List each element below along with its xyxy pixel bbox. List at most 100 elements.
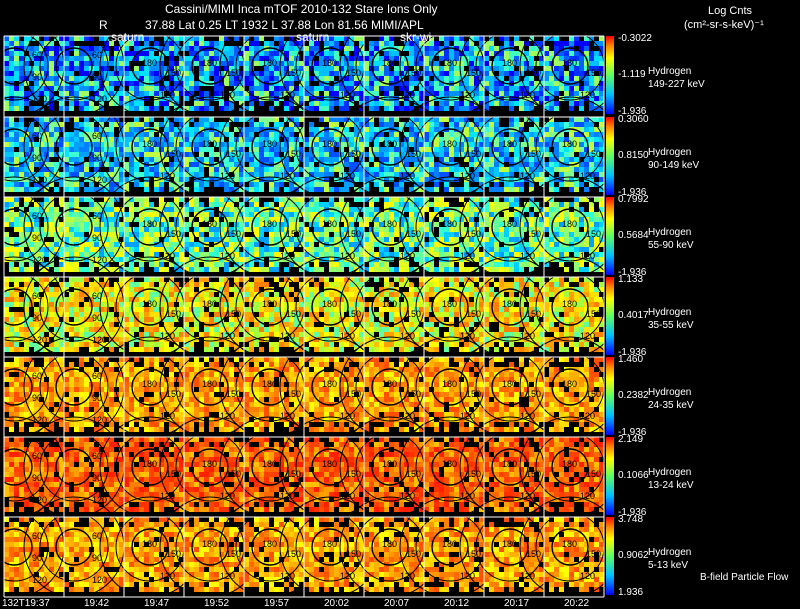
contour-arc	[491, 288, 529, 326]
contour-arc	[491, 208, 529, 246]
contour-label: 120	[220, 251, 235, 261]
energy-range-label: 90-149 keV	[648, 160, 700, 171]
contour-label: 150	[286, 309, 301, 319]
contour-label: 60	[92, 131, 102, 141]
contour-label: 90	[32, 313, 42, 323]
contour-arc	[371, 47, 409, 85]
contour-arc	[131, 368, 169, 406]
contour-label: 120	[340, 251, 355, 261]
colorbar-max: 1.133	[618, 274, 644, 285]
image-cell-r5-c6: 180 150 120	[339, 416, 441, 518]
contour-label: 180	[322, 58, 337, 68]
contour-label: 180	[382, 539, 397, 549]
contour-label: 90	[92, 473, 102, 483]
species-label: Hydrogen	[648, 307, 692, 318]
contour-label: 180	[322, 139, 337, 149]
image-cell-r4-c4: 180 150 120	[219, 336, 321, 438]
contour-label: 120	[580, 171, 595, 181]
contour-label: 180	[502, 379, 517, 389]
contour-arc	[0, 128, 33, 166]
contour-label: 150	[466, 229, 481, 239]
colorbar-min: -1.936	[618, 507, 647, 518]
contour-label: 150	[346, 389, 361, 399]
image-cell-r1-c9: 180 150 120	[519, 96, 621, 198]
contour-arc	[55, 208, 93, 246]
contour-arc	[551, 368, 589, 406]
overlay-label-skr: skr-wi	[400, 30, 432, 44]
contour-label: 120	[400, 251, 415, 261]
contour-label: 60	[92, 291, 102, 301]
contour-label: 180	[502, 219, 517, 229]
contour-label: 120	[160, 251, 175, 261]
contour-label: 120	[400, 411, 415, 421]
image-cell-r6-c9: 180 150 120	[519, 496, 621, 598]
contour-label: 120	[280, 331, 295, 341]
colorbar	[606, 437, 614, 515]
contour-label: 60	[92, 451, 102, 461]
contour-label: 60	[32, 50, 42, 60]
contour-label: 150	[586, 389, 601, 399]
image-cell-r5-c4: 180 150 120	[219, 416, 321, 518]
contour-label: 150	[286, 149, 301, 159]
contour-label: 180	[442, 58, 457, 68]
contour-label: 60	[32, 371, 42, 381]
time-tick-label: 20:02	[324, 598, 350, 609]
contour-label: 150	[166, 229, 181, 239]
contour-arc	[131, 448, 169, 486]
contour-label: 180	[262, 459, 277, 469]
colorbar-mid: 0.1066	[618, 470, 649, 481]
plot-title: Cassini/MIMI Inca mTOF 2010-132 Stare Io…	[165, 2, 438, 16]
contour-label: 150	[586, 309, 601, 319]
image-cell-r5-c2: 180 150 120	[99, 416, 201, 518]
contour-label: 180	[562, 539, 577, 549]
contour-arc	[39, 432, 109, 502]
image-cell-r0-c8: 180 150 120	[459, 15, 561, 117]
contour-label: 150	[586, 549, 601, 559]
contour-arc	[371, 368, 409, 406]
contour-label: 60	[92, 211, 102, 221]
contour-arc	[0, 528, 33, 566]
contour-label: 120	[32, 575, 47, 585]
contour-label: 120	[520, 491, 535, 501]
contour-arc	[251, 47, 289, 85]
contour-label: 90	[92, 393, 102, 403]
time-tick-label: 20:17	[504, 598, 530, 609]
contour-label: 180	[322, 459, 337, 469]
contour-label: 120	[160, 571, 175, 581]
contour-label: 120	[280, 90, 295, 100]
contour-label: 180	[562, 58, 577, 68]
contour-label: 120	[520, 251, 535, 261]
overlay-label-saturn-a: saturn	[111, 30, 145, 44]
contour-label: 90	[92, 553, 102, 563]
contour-label: 120	[400, 571, 415, 581]
contour-label: 150	[346, 549, 361, 559]
contour-label: 150	[526, 389, 541, 399]
energy-range-label: 35-55 keV	[648, 320, 694, 331]
contour-arc	[191, 47, 229, 85]
contour-label: 180	[382, 299, 397, 309]
image-cell-r6-c1: 60 90 120	[23, 496, 125, 598]
contour-label: 180	[142, 299, 157, 309]
image-cell-r5-c0: 60 90 120	[0, 416, 65, 518]
contour-label: 150	[586, 68, 601, 78]
contour-label: 60	[32, 531, 42, 541]
contour-label: 150	[406, 68, 421, 78]
contour-arc	[131, 128, 169, 166]
contour-arc	[551, 208, 589, 246]
contour-label: 150	[466, 549, 481, 559]
contour-arc	[551, 528, 589, 566]
contour-label: 60	[92, 531, 102, 541]
contour-label: 120	[92, 415, 107, 425]
contour-label: 120	[340, 171, 355, 181]
contour-label: 150	[466, 149, 481, 159]
contour-label: 90	[32, 72, 42, 82]
contour-label: 120	[340, 491, 355, 501]
image-cell-r2-c8: 180 150 120	[459, 176, 561, 278]
contour-label: 120	[340, 90, 355, 100]
contour-label: 150	[286, 68, 301, 78]
contour-arc	[39, 192, 109, 262]
contour-arc	[251, 288, 289, 326]
contour-label: 180	[442, 219, 457, 229]
species-label: Hydrogen	[648, 547, 692, 558]
